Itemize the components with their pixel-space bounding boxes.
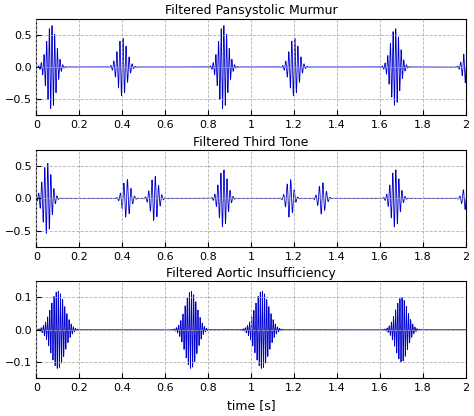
Title: Filtered Pansystolic Murmur: Filtered Pansystolic Murmur <box>165 5 337 17</box>
X-axis label: time [s]: time [s] <box>227 399 275 411</box>
Title: Filtered Aortic Insufficiency: Filtered Aortic Insufficiency <box>166 267 336 280</box>
Title: Filtered Third Tone: Filtered Third Tone <box>193 136 309 149</box>
